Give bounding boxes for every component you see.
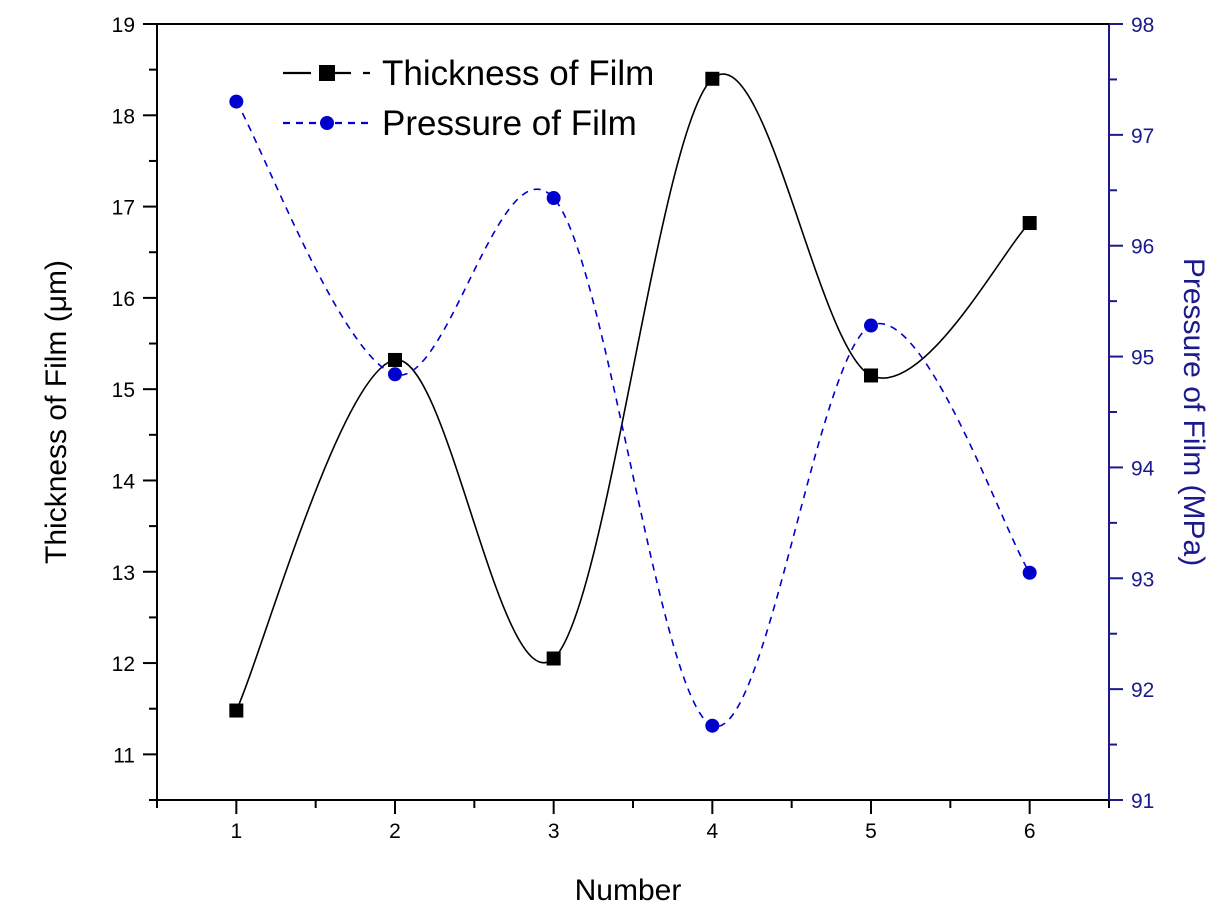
pressure-of-film-point — [705, 718, 720, 733]
thickness-of-film-point — [388, 352, 402, 367]
x-tick-label: 4 — [706, 820, 718, 843]
thickness-of-film-point — [1022, 216, 1037, 231]
y2-tick-label: 92 — [1131, 679, 1154, 702]
legend: Thickness of Film Pressure of Film — [283, 54, 654, 143]
series-lines — [235, 73, 1031, 727]
x-tick-label: 3 — [548, 820, 560, 843]
axes: 1 2 3 4 5 61112131415161718199192939495969798… — [40, 14, 1210, 907]
thickness-of-film-line — [235, 73, 1031, 711]
thickness-of-film-point — [546, 651, 561, 666]
y-tick-label: 12 — [112, 653, 135, 676]
legend-thickness-of-film-label: Thickness of Film — [382, 54, 654, 93]
legend-pressure-of-film-label: Pressure of Film — [382, 104, 637, 143]
series-markers — [229, 71, 1037, 733]
pressure-of-film-line — [235, 101, 1031, 727]
y2-tick-label: 93 — [1131, 568, 1154, 591]
x-tick-label: 1 — [230, 820, 242, 843]
thickness-of-film-point — [864, 368, 878, 383]
pressure-of-film-point — [388, 367, 402, 382]
y-tick-label: 16 — [112, 288, 135, 311]
x-tick-label: 2 — [389, 820, 401, 843]
pressure-of-film-point — [546, 191, 561, 206]
y-tick-label: 11 — [113, 744, 135, 767]
y2-tick-label: 98 — [1131, 14, 1154, 37]
y-tick-label: 19 — [112, 14, 135, 37]
thickness-of-film-point — [705, 71, 720, 86]
thickness-of-film-point — [229, 703, 244, 718]
pressure-of-film-point — [864, 318, 878, 333]
y-tick-label: 18 — [112, 105, 135, 128]
y2-tick-label: 96 — [1131, 236, 1154, 259]
x-tick-label: 6 — [1024, 820, 1036, 843]
y-tick-label: 14 — [112, 470, 136, 493]
y2-axis-title: Pressure of Film (MPa) — [1177, 258, 1210, 566]
pressure-of-film-point — [229, 94, 244, 109]
legend-pressure-of-film-marker — [320, 116, 334, 130]
x-axis-title: Number — [575, 874, 682, 907]
y-tick-label: 17 — [112, 197, 135, 220]
pressure-of-film-point — [1022, 565, 1037, 580]
y2-tick-label: 91 — [1131, 790, 1154, 813]
y2-tick-label: 97 — [1131, 125, 1154, 148]
y-tick-label: 13 — [112, 562, 135, 585]
y2-tick-label: 94 — [1131, 457, 1155, 480]
y-axis-title: Thickness of Film (μm) — [40, 260, 73, 564]
y2-tick-label: 95 — [1131, 347, 1154, 370]
y-tick-label: 15 — [112, 379, 135, 402]
legend-thickness-of-film-marker — [319, 65, 335, 81]
x-tick-label: 5 — [865, 820, 877, 843]
